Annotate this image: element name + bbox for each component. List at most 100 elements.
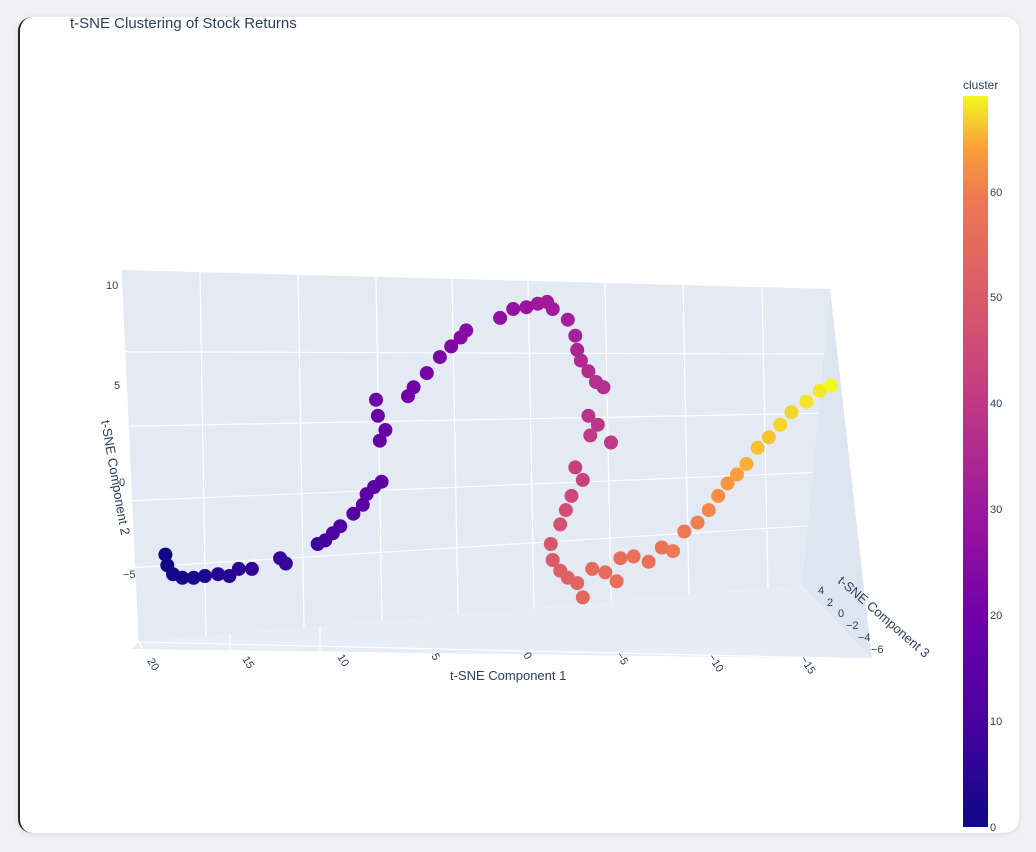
scatter-point[interactable]: [355, 497, 370, 512]
scatter-point[interactable]: [750, 440, 765, 455]
scatter-point[interactable]: [374, 474, 389, 489]
scatter-point[interactable]: [654, 540, 669, 555]
scatter-point[interactable]: [333, 519, 348, 534]
scatter-point[interactable]: [575, 472, 590, 487]
y-tick-label: 5: [114, 380, 120, 392]
scatter-point[interactable]: [690, 515, 705, 530]
scatter-point[interactable]: [784, 405, 799, 420]
scatter-point[interactable]: [711, 488, 726, 503]
x-axis-title: t-SNE Component 1: [450, 668, 566, 683]
scatter-point[interactable]: [372, 433, 387, 448]
scatter-point[interactable]: [570, 576, 585, 591]
scatter-point[interactable]: [626, 549, 641, 564]
scatter-point[interactable]: [575, 590, 590, 605]
colorbar-tick-label: 50: [990, 292, 1002, 304]
scatter-point[interactable]: [568, 460, 583, 475]
gridline: [120, 269, 139, 643]
scatter-point[interactable]: [553, 517, 568, 532]
y-axis-ticks: 10 5 0 −5: [106, 280, 136, 581]
z-tick-label: 0: [838, 608, 844, 620]
scatter-point[interactable]: [568, 328, 583, 343]
scatter-point[interactable]: [730, 467, 744, 482]
scatter-point[interactable]: [197, 569, 212, 583]
scatter-point[interactable]: [583, 428, 598, 443]
scatter-point[interactable]: [506, 302, 521, 316]
scatter-point[interactable]: [560, 312, 575, 327]
scatter-point[interactable]: [761, 430, 776, 445]
x-tick-label: 5: [428, 651, 441, 663]
scatter-point[interactable]: [598, 565, 613, 580]
scatter-point[interactable]: [158, 547, 173, 562]
scatter-point[interactable]: [812, 383, 827, 398]
scatter-point[interactable]: [641, 554, 656, 569]
scatter-point[interactable]: [564, 488, 579, 503]
scatter-point[interactable]: [739, 456, 754, 471]
z-tick-label: −6: [871, 644, 884, 656]
scatter-point[interactable]: [543, 537, 558, 551]
scatter-point[interactable]: [604, 435, 618, 450]
scatter-point[interactable]: [346, 506, 361, 521]
scatter-point[interactable]: [581, 364, 596, 379]
scatter-point[interactable]: [370, 408, 385, 423]
scatter-point[interactable]: [231, 561, 246, 576]
scatter-point[interactable]: [799, 394, 814, 409]
gridline: [137, 641, 149, 656]
x-tick-label: −5: [613, 650, 630, 667]
z-tick-label: −4: [858, 632, 871, 644]
colorbar-tick-label: 30: [990, 504, 1002, 516]
gridline: [375, 276, 383, 622]
scatter-point[interactable]: [666, 544, 680, 559]
scatter-point[interactable]: [590, 417, 605, 432]
x-tick-label: 20: [144, 656, 161, 673]
z-axis-ticks: 4 2 0 −2 −4 −6: [818, 585, 884, 656]
scatter-point[interactable]: [459, 323, 474, 338]
scatter-point[interactable]: [244, 561, 259, 576]
scatter-point[interactable]: [444, 339, 459, 354]
tsne-3d-scatter-chart[interactable]: t-SNE Clustering of Stock Returns 10 5 0…: [20, 17, 1019, 833]
scatter-point[interactable]: [573, 353, 588, 368]
scatter-point[interactable]: [519, 300, 534, 315]
scatter-points[interactable]: [158, 294, 838, 605]
scatter-point[interactable]: [278, 556, 293, 571]
scatter-point[interactable]: [585, 561, 600, 576]
scatter-point[interactable]: [545, 553, 560, 567]
y-tick-label: 0: [119, 477, 125, 489]
scatter-point[interactable]: [701, 503, 716, 518]
scatter-point[interactable]: [720, 476, 735, 491]
colorbar: [963, 96, 988, 827]
x-tick-label: 15: [239, 654, 256, 671]
scatter-point[interactable]: [596, 380, 611, 395]
gridline: [131, 471, 813, 502]
scatter-point[interactable]: [432, 350, 447, 365]
scene-gridlines: [120, 269, 873, 660]
colorbar-title: cluster: [963, 78, 998, 92]
scatter-point[interactable]: [545, 302, 560, 316]
scatter-point[interactable]: [493, 310, 508, 325]
z-tick-label: −2: [846, 620, 859, 632]
scatter-point[interactable]: [824, 378, 838, 393]
scatter-point[interactable]: [677, 524, 692, 539]
gridline: [137, 641, 873, 660]
scatter-point[interactable]: [773, 417, 788, 432]
colorbar-ticks: 60 50 40 30 20 10 0: [990, 187, 1002, 833]
scatter-point[interactable]: [613, 551, 628, 566]
scatter-point[interactable]: [211, 567, 226, 582]
x-tick-label: 10: [334, 652, 351, 669]
scatter-point[interactable]: [186, 570, 201, 585]
gridline: [527, 280, 535, 609]
scatter-point[interactable]: [419, 366, 434, 381]
scatter-point[interactable]: [581, 408, 596, 423]
scatter-point[interactable]: [558, 503, 573, 518]
scatter-point[interactable]: [378, 423, 393, 437]
colorbar-tick-label: 10: [990, 716, 1002, 728]
scatter-point[interactable]: [609, 574, 624, 589]
scatter-point[interactable]: [369, 392, 383, 407]
scene-side-wall: [802, 289, 872, 659]
scatter-point[interactable]: [406, 380, 421, 395]
scatter-point[interactable]: [175, 570, 190, 585]
scatter-point[interactable]: [570, 342, 585, 357]
chart-title: t-SNE Clustering of Stock Returns: [70, 17, 297, 32]
gridline: [682, 285, 690, 595]
chart-card: t-SNE Clustering of Stock Returns 10 5 0…: [18, 17, 1019, 833]
gridline: [128, 412, 819, 427]
